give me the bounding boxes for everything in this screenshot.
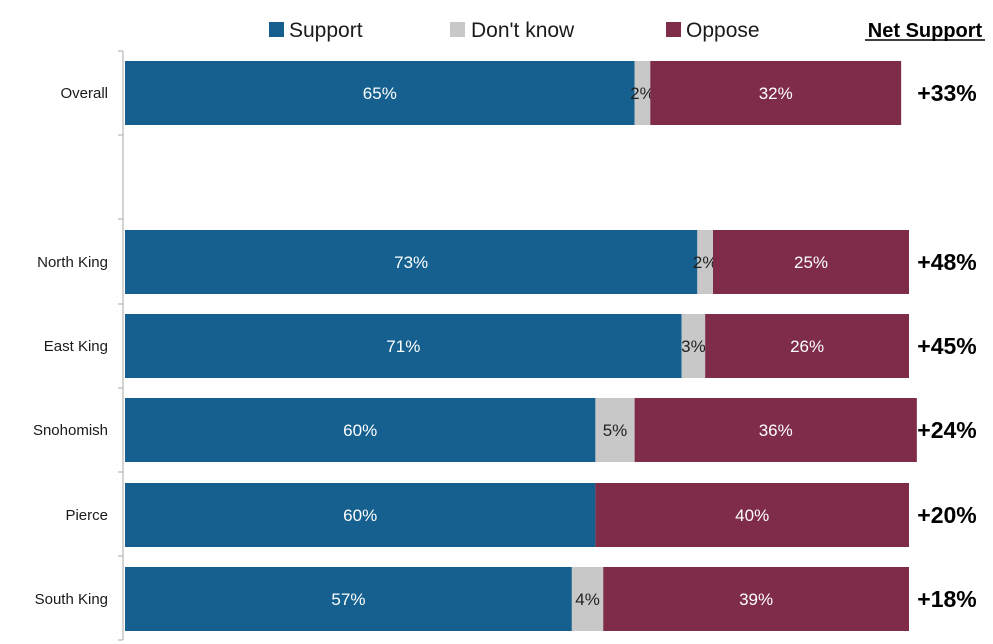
value-label-oppose-pierce: 40% (735, 506, 769, 525)
legend-label-don-t-know: Don't know (471, 19, 575, 42)
value-label-oppose-overall: 32% (759, 84, 793, 103)
bar-don-t-know-overall (634, 61, 651, 125)
bar-support-north-king (125, 230, 698, 294)
value-label-don-t-know-east-king: 3% (681, 337, 706, 356)
bar-don-t-know-snohomish (595, 398, 635, 462)
net-support-value-snohomish: +24% (917, 417, 976, 443)
bar-oppose-east-king (705, 314, 909, 378)
value-label-oppose-east-king: 26% (790, 337, 824, 356)
bar-support-pierce (125, 483, 596, 547)
bar-row-snohomish: Snohomish 60% 5% 36% +24% (33, 398, 977, 462)
value-label-don-t-know-south-king: 4% (575, 590, 600, 609)
category-label-pierce: Pierce (65, 507, 108, 524)
net-support-value-overall: +33% (917, 80, 976, 106)
legend-swatch-support (269, 22, 284, 37)
net-support-value-pierce: +20% (917, 502, 976, 528)
value-label-support-overall: 65% (363, 84, 397, 103)
value-label-support-south-king: 57% (331, 590, 365, 609)
net-support-value-north-king: +48% (917, 249, 976, 275)
legend: Support Don't know Oppose (269, 19, 760, 42)
net-support-header: Net Support (868, 20, 983, 42)
value-label-don-t-know-north-king: 2% (693, 253, 718, 272)
bar-support-overall (125, 61, 635, 125)
value-label-support-pierce: 60% (343, 506, 377, 525)
bar-don-t-know-east-king (681, 314, 706, 378)
category-axis (118, 50, 124, 641)
legend-swatch-oppose (666, 22, 681, 37)
bar-oppose-south-king (603, 567, 909, 631)
bar-oppose-snohomish (634, 398, 917, 462)
value-label-support-snohomish: 60% (343, 421, 377, 440)
bar-row-overall: Overall 65% 2% 32% +33% (60, 61, 977, 125)
category-label-east-king: East King (44, 338, 108, 355)
value-label-oppose-snohomish: 36% (759, 421, 793, 440)
category-label-overall: Overall (60, 85, 108, 102)
bar-oppose-pierce (595, 483, 909, 547)
bar-support-east-king (125, 314, 682, 378)
value-label-oppose-north-king: 25% (794, 253, 828, 272)
value-label-don-t-know-snohomish: 5% (603, 421, 628, 440)
legend-label-support: Support (289, 19, 363, 42)
bars: Overall 65% 2% 32% +33% North King 73% 2% 25% +48… (33, 61, 977, 631)
bar-don-t-know-south-king (571, 567, 604, 631)
category-label-south-king: South King (35, 591, 108, 608)
bar-row-north-king: North King 73% 2% 25% +48% (37, 230, 977, 294)
bar-row-pierce: Pierce 60% 40% +20% (65, 483, 977, 547)
category-label-north-king: North King (37, 254, 108, 271)
value-label-support-east-king: 71% (386, 337, 420, 356)
legend-swatch-don-t-know (450, 22, 465, 37)
value-label-support-north-king: 73% (394, 253, 428, 272)
bar-oppose-north-king (713, 230, 909, 294)
net-support-value-east-king: +45% (917, 333, 976, 359)
category-label-snohomish: Snohomish (33, 422, 108, 439)
bar-don-t-know-north-king (697, 230, 713, 294)
value-label-oppose-south-king: 39% (739, 590, 773, 609)
bar-oppose-overall (650, 61, 902, 125)
bar-row-south-king: South King 57% 4% 39% +18% (35, 567, 977, 631)
bar-support-snohomish (125, 398, 596, 462)
bar-support-south-king (125, 567, 572, 631)
bar-row-east-king: East King 71% 3% 26% +45% (44, 314, 977, 378)
value-label-don-t-know-overall: 2% (630, 84, 655, 103)
legend-label-oppose: Oppose (686, 19, 760, 42)
net-support-value-south-king: +18% (917, 586, 976, 612)
